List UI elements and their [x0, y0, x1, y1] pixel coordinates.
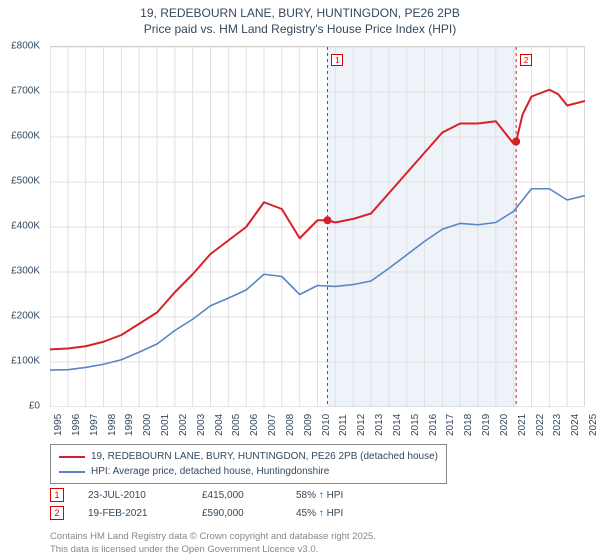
x-tick-label: 2005 — [231, 414, 242, 436]
x-tick-label: 1999 — [124, 414, 135, 436]
x-tick-label: 2015 — [410, 414, 421, 436]
x-tick-label: 2004 — [214, 414, 225, 436]
y-tick-label: £100K — [11, 356, 40, 367]
x-tick-label: 2018 — [463, 414, 474, 436]
title-line2: Price paid vs. HM Land Registry's House … — [0, 22, 600, 38]
x-tick-label: 1996 — [71, 414, 82, 436]
x-tick-label: 2016 — [428, 414, 439, 436]
x-axis-ticks: 1995 1996 1997 1998 1999 2000 2001 2002 2003 2004… — [50, 406, 585, 446]
x-tick-label: 2002 — [178, 414, 189, 436]
chart-container: 19, REDEBOURN LANE, BURY, HUNTINGDON, PE… — [0, 0, 600, 560]
x-tick-label: 1998 — [107, 414, 118, 436]
y-tick-label: £400K — [11, 221, 40, 232]
legend-item: HPI: Average price, detached house, Hunt… — [59, 464, 438, 479]
x-tick-label: 2011 — [338, 414, 349, 436]
x-tick-label: 2019 — [481, 414, 492, 436]
x-tick-label: 2025 — [588, 414, 599, 436]
credits: Contains HM Land Registry data © Crown c… — [50, 531, 376, 556]
y-tick-label: £800K — [11, 41, 40, 52]
chart-svg — [50, 47, 585, 407]
x-tick-label: 2009 — [303, 414, 314, 436]
y-tick-label: £500K — [11, 176, 40, 187]
x-tick-label: 2007 — [267, 414, 278, 436]
x-tick-label: 2000 — [142, 414, 153, 436]
event-date: 19-FEB-2021 — [88, 508, 178, 519]
legend-label: HPI: Average price, detached house, Hunt… — [91, 464, 329, 479]
chart-area — [50, 46, 585, 406]
x-tick-label: 2022 — [535, 414, 546, 436]
x-tick-label: 2021 — [517, 414, 528, 436]
title-line1: 19, REDEBOURN LANE, BURY, HUNTINGDON, PE… — [0, 6, 600, 22]
x-tick-label: 2001 — [160, 414, 171, 436]
y-tick-label: £600K — [11, 131, 40, 142]
x-tick-label: 2003 — [196, 414, 207, 436]
event-badge: 2 — [50, 506, 64, 520]
event-row: 1 23-JUL-2010 £415,000 58% ↑ HPI — [50, 488, 585, 502]
x-tick-label: 2023 — [552, 414, 563, 436]
event-badge: 1 — [50, 488, 64, 502]
event-row: 2 19-FEB-2021 £590,000 45% ↑ HPI — [50, 506, 585, 520]
y-tick-label: £300K — [11, 266, 40, 277]
x-tick-label: 2014 — [392, 414, 403, 436]
legend: 19, REDEBOURN LANE, BURY, HUNTINGDON, PE… — [50, 444, 447, 484]
event-hpi: 45% ↑ HPI — [296, 508, 343, 519]
event-marker-badge: 1 — [331, 54, 343, 66]
legend-swatch — [59, 456, 85, 458]
x-tick-label: 2020 — [499, 414, 510, 436]
events-table: 1 23-JUL-2010 £415,000 58% ↑ HPI 2 19-FEB-202… — [50, 488, 585, 524]
credits-line2: This data is licensed under the Open Gov… — [50, 544, 376, 556]
x-tick-label: 2010 — [321, 414, 332, 436]
credits-line1: Contains HM Land Registry data © Crown c… — [50, 531, 376, 543]
legend-swatch — [59, 471, 85, 473]
x-tick-label: 1995 — [53, 414, 64, 436]
x-tick-label: 2006 — [249, 414, 260, 436]
x-tick-label: 2012 — [356, 414, 367, 436]
x-tick-label: 2024 — [570, 414, 581, 436]
x-tick-label: 2017 — [445, 414, 456, 436]
event-price: £415,000 — [202, 490, 272, 501]
x-tick-label: 2013 — [374, 414, 385, 436]
y-tick-label: £700K — [11, 86, 40, 97]
event-price: £590,000 — [202, 508, 272, 519]
x-tick-label: 1997 — [89, 414, 100, 436]
legend-item: 19, REDEBOURN LANE, BURY, HUNTINGDON, PE… — [59, 449, 438, 464]
legend-label: 19, REDEBOURN LANE, BURY, HUNTINGDON, PE… — [91, 449, 438, 464]
y-tick-label: £200K — [11, 311, 40, 322]
title-block: 19, REDEBOURN LANE, BURY, HUNTINGDON, PE… — [0, 0, 600, 39]
y-axis-ticks: £0£100K£200K£300K£400K£500K£600K£700K£80… — [0, 46, 46, 406]
event-marker-badge: 2 — [520, 54, 532, 66]
y-tick-label: £0 — [29, 401, 40, 412]
event-date: 23-JUL-2010 — [88, 490, 178, 501]
x-tick-label: 2008 — [285, 414, 296, 436]
event-hpi: 58% ↑ HPI — [296, 490, 343, 501]
